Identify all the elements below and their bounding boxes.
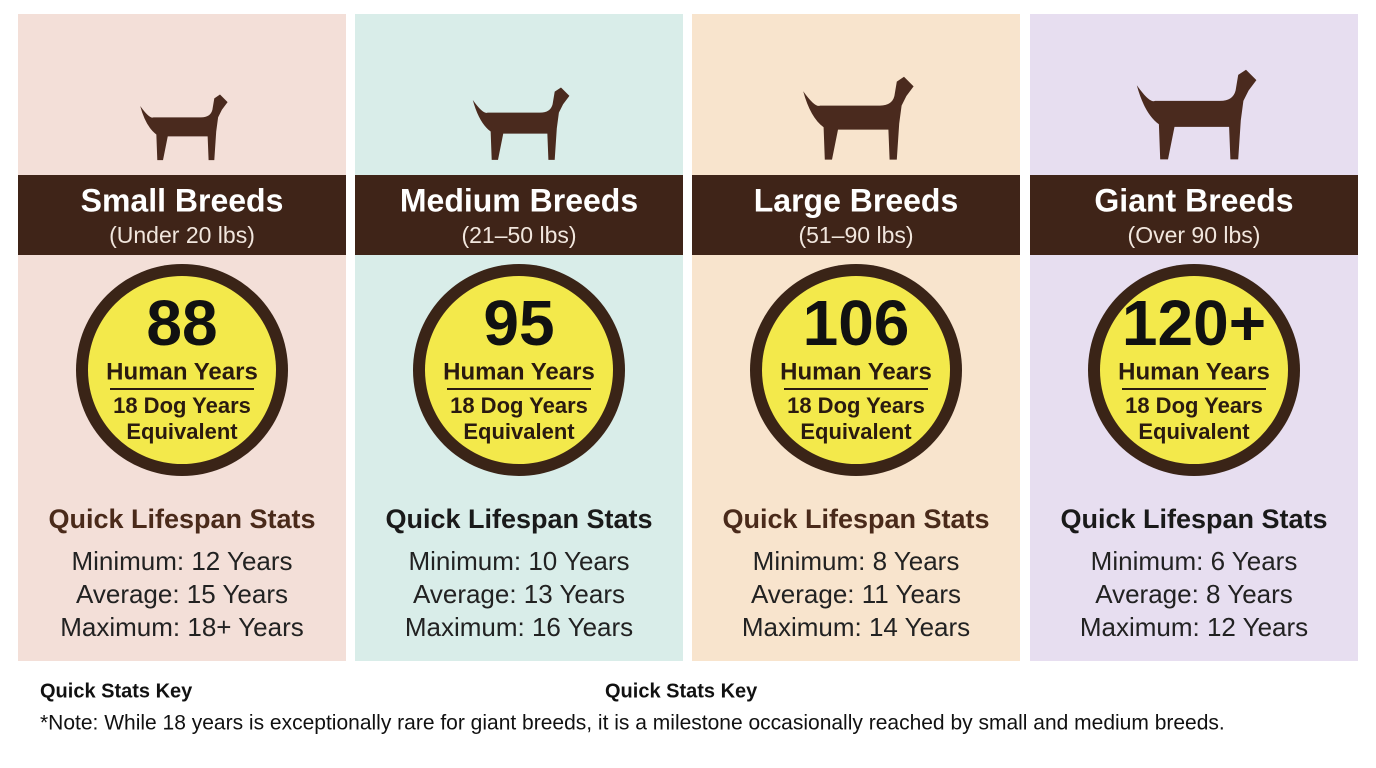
dog-years: 18 Dog Years — [787, 393, 925, 418]
human-label: Human Years — [780, 358, 932, 385]
dog-years: 18 Dog Years — [113, 393, 251, 418]
title-band — [692, 175, 1020, 255]
key-label: Quick Stats Key — [605, 680, 758, 702]
card-title: Giant Breeds — [1094, 182, 1293, 218]
card-subtitle: (Under 20 lbs) — [109, 222, 255, 248]
human-years: 95 — [483, 287, 554, 359]
stat-line: Minimum: 6 Years — [1091, 546, 1298, 576]
badge — [425, 276, 613, 464]
human-years: 88 — [146, 287, 217, 359]
card-subtitle: (21–50 lbs) — [461, 222, 576, 248]
badge — [1100, 276, 1288, 464]
stat-line: Average: 13 Years — [413, 579, 625, 609]
stat-line: Maximum: 14 Years — [742, 612, 970, 642]
dog-silhouette — [472, 87, 570, 160]
key-label: Quick Stats Key — [40, 680, 193, 702]
badge — [88, 276, 276, 464]
stat-line: Minimum: 10 Years — [408, 546, 629, 576]
human-label: Human Years — [443, 358, 595, 385]
dog-silhouette — [140, 94, 228, 161]
dog-silhouette — [803, 76, 914, 160]
human-years: 106 — [803, 287, 910, 359]
human-years: 120+ — [1122, 287, 1266, 359]
card-subtitle: (51–90 lbs) — [798, 222, 913, 248]
badge — [762, 276, 950, 464]
stat-line: Maximum: 12 Years — [1080, 612, 1308, 642]
human-label: Human Years — [106, 358, 258, 385]
title-band — [355, 175, 683, 255]
dog-years: Equivalent — [463, 419, 575, 444]
stat-line: Average: 11 Years — [751, 579, 961, 609]
card-title: Medium Breeds — [400, 182, 638, 218]
human-label: Human Years — [1118, 358, 1270, 385]
card-title: Small Breeds — [81, 182, 284, 218]
stats-heading: Quick Lifespan Stats — [48, 504, 315, 534]
dog-years: Equivalent — [800, 419, 912, 444]
dog-years: Equivalent — [126, 419, 238, 444]
stat-line: Average: 15 Years — [76, 579, 288, 609]
title-band — [1030, 175, 1358, 255]
dog-silhouette — [1136, 69, 1257, 160]
card-title: Large Breeds — [754, 182, 959, 218]
stat-line: Minimum: 12 Years — [71, 546, 292, 576]
dog-years: 18 Dog Years — [1125, 393, 1263, 418]
card-subtitle: (Over 90 lbs) — [1128, 222, 1261, 248]
footnote: *Note: While 18 years is exceptionally r… — [40, 712, 1225, 735]
dog-years: 18 Dog Years — [450, 393, 588, 418]
dog-years: Equivalent — [1138, 419, 1250, 444]
stat-line: Maximum: 18+ Years — [60, 612, 304, 642]
stat-line: Average: 8 Years — [1095, 579, 1293, 609]
stats-heading: Quick Lifespan Stats — [1060, 504, 1327, 534]
stats-heading: Quick Lifespan Stats — [385, 504, 652, 534]
title-band — [18, 175, 346, 255]
stat-line: Maximum: 16 Years — [405, 612, 633, 642]
stat-line: Minimum: 8 Years — [753, 546, 960, 576]
stats-heading: Quick Lifespan Stats — [722, 504, 989, 534]
